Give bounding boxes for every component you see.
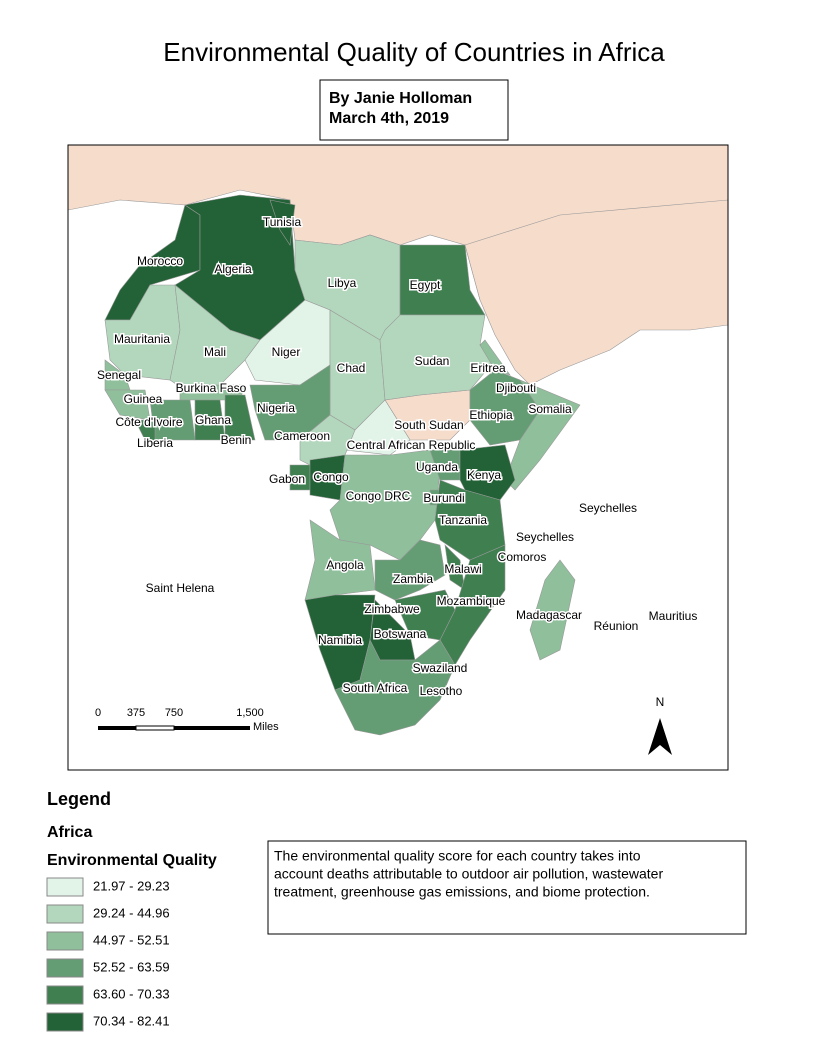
country-label: Chad	[337, 361, 366, 375]
legend-swatch	[46, 958, 84, 978]
country	[334, 639, 456, 736]
legend-label: 63.60 - 70.33	[93, 986, 170, 1001]
country-label: Ethiopia	[469, 408, 513, 422]
legend-swatch	[46, 1012, 84, 1032]
description-box	[267, 840, 747, 935]
country-label: Niger	[272, 345, 301, 359]
north-arrow	[648, 718, 672, 755]
country-label: Algeria	[214, 262, 252, 276]
country	[374, 539, 446, 601]
country-label: Tanzania	[439, 513, 487, 527]
country-label: Mauritius	[649, 609, 698, 623]
country-label: Djibouti	[496, 381, 536, 395]
country-label: Congo	[313, 470, 349, 484]
scale-tick-label: 750	[165, 707, 183, 719]
country-label: Somalia	[528, 402, 572, 416]
country-label: Central African Republic	[347, 438, 476, 452]
country-label: Libya	[328, 276, 357, 290]
country-label: Côte d'Ivoire	[116, 415, 183, 429]
country-label: Guinea	[124, 392, 163, 406]
country-label: Burkina Faso	[176, 381, 247, 395]
country-label: Cameroon	[274, 429, 330, 443]
map	[68, 145, 728, 736]
country-label: Tunisia	[263, 215, 302, 229]
country	[394, 589, 456, 641]
legend-title: Legend	[47, 789, 111, 809]
map-frame: Tunisia Morocco Algeria Libya Egypt Mauritani…	[68, 145, 728, 755]
country-label: Lesotho	[420, 684, 463, 698]
country	[269, 199, 296, 246]
country-label: Madagascar	[516, 608, 582, 622]
map-title: Environmental Quality of Countries in Af…	[163, 37, 665, 67]
author: By Janie Holloman	[329, 90, 472, 107]
country-label: Gabon	[269, 472, 305, 486]
map-border	[67, 144, 729, 771]
country	[379, 314, 496, 401]
country-label: Malawi	[444, 562, 481, 576]
country-label: Ghana	[195, 413, 231, 427]
legend-swatch	[46, 931, 84, 951]
legend-swatch	[46, 877, 84, 897]
country-label: Eritrea	[470, 361, 506, 375]
legend-label: 29.24 - 44.96	[93, 905, 170, 920]
country	[304, 519, 376, 601]
country-label: Egypt	[410, 278, 441, 292]
country-label: Mali	[204, 345, 226, 359]
legend-label: 21.97 - 29.23	[93, 878, 170, 893]
country-label: Botswana	[374, 627, 427, 641]
country-label: Namibia	[318, 633, 362, 647]
legend-label: 52.52 - 63.59	[93, 959, 170, 974]
land	[464, 199, 728, 386]
country-label: Seychelles	[579, 501, 637, 515]
legend-swatch	[46, 904, 84, 924]
date: March 4th, 2019	[329, 110, 449, 127]
legend-layer: Africa	[47, 824, 92, 841]
scale-tick-label: 1,500	[236, 707, 264, 719]
country-label: Senegal	[97, 368, 141, 382]
country-label: Kenya	[467, 468, 501, 482]
country	[134, 419, 156, 446]
country	[224, 394, 256, 441]
author-box	[319, 79, 509, 141]
country-label: Réunion	[594, 619, 639, 633]
description-line: The environmental quality score for each…	[274, 848, 641, 864]
country-label: Saint Helena	[146, 581, 215, 595]
country-label: Zambia	[393, 572, 433, 586]
country-label: Liberia	[137, 436, 173, 450]
legend-label: 44.97 - 52.51	[93, 932, 170, 947]
country-label: Morocco	[137, 254, 183, 268]
scale-bar	[98, 725, 250, 731]
country-label: Seychelles	[516, 530, 574, 544]
description-line: treatment, greenhouse gas emissions, and…	[274, 884, 650, 900]
country-label: Uganda	[416, 460, 458, 474]
country-label: South Sudan	[394, 418, 463, 432]
country-label: South Africa	[343, 681, 408, 695]
country-label: Swaziland	[413, 661, 468, 675]
country-label: Burundi	[423, 491, 464, 505]
legend-field: Environmental Quality	[47, 852, 217, 869]
country-label: Benin	[221, 433, 252, 447]
country-label: Congo DRC	[346, 489, 411, 503]
country-label: Comoros	[498, 550, 547, 564]
country-label: Mozambique	[437, 594, 506, 608]
country	[399, 244, 486, 316]
country-label: Angola	[326, 558, 364, 572]
country	[529, 559, 576, 661]
country-label: Sudan	[415, 354, 450, 368]
north-label: N	[656, 695, 665, 709]
country-label: Mauritania	[114, 332, 170, 346]
description-line: account deaths attributable to outdoor a…	[274, 866, 663, 882]
legend-label: 70.34 - 82.41	[93, 1013, 170, 1028]
scale-tick-label: 0	[95, 707, 101, 719]
scale-unit: Miles	[253, 721, 279, 733]
country-label: Nigeria	[257, 401, 295, 415]
country-label: Zimbabwe	[364, 602, 420, 616]
scale-tick-label: 375	[127, 707, 145, 719]
legend-swatch	[46, 985, 84, 1005]
